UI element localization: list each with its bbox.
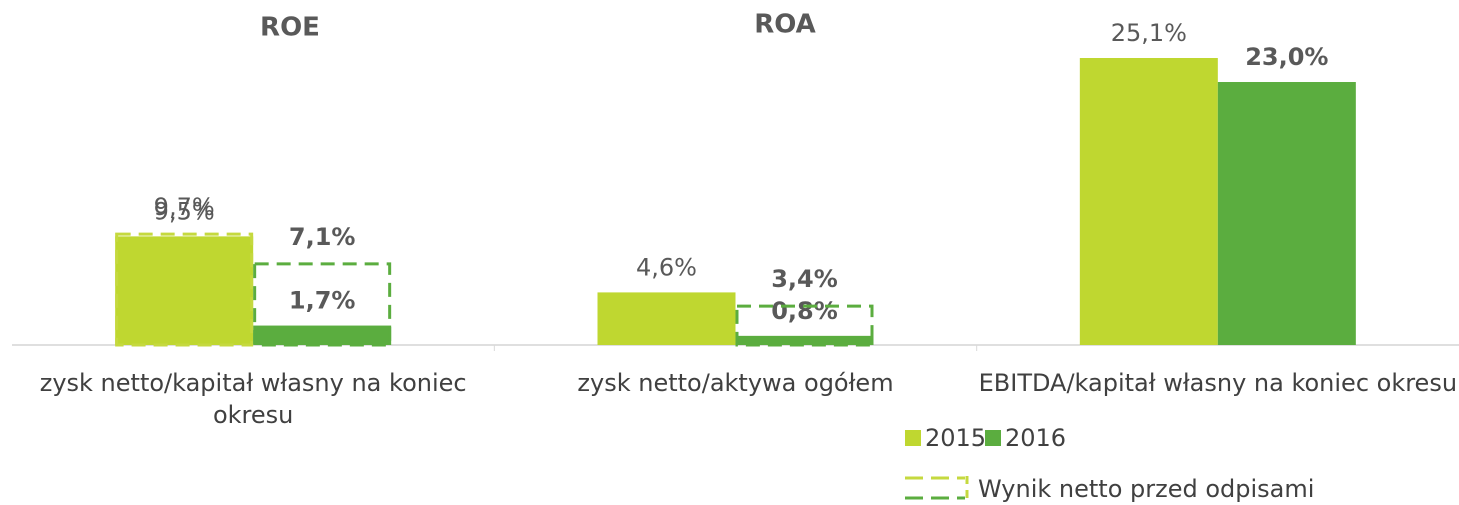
legend-label: Wynik netto przed odpisami bbox=[978, 475, 1314, 503]
annotation: ROA bbox=[754, 10, 816, 40]
value-label: 7,1% bbox=[289, 223, 356, 251]
legend-label: 2015 bbox=[925, 424, 986, 452]
dashed-bar bbox=[115, 232, 254, 347]
x-tick-label: zysk netto/kapitał własny na koniec okre… bbox=[39, 369, 467, 429]
bar bbox=[253, 325, 392, 345]
legend-swatch bbox=[985, 430, 1001, 446]
dashed-bar bbox=[253, 262, 392, 347]
x-label-box: EBITDA/kapitał własny na koniec okresu bbox=[978, 369, 1458, 397]
bar bbox=[115, 236, 254, 345]
bar bbox=[1079, 58, 1218, 345]
value-label: 3,4% bbox=[771, 265, 838, 293]
bar bbox=[597, 292, 736, 345]
value-label: 4,6% bbox=[636, 253, 697, 281]
x-tick-label: EBITDA/kapitał własny na koniec okresu bbox=[978, 369, 1458, 397]
value-label: 9,7% bbox=[154, 193, 215, 221]
value-label: 9,5% bbox=[154, 197, 215, 225]
bar bbox=[1217, 82, 1356, 345]
x-label-box: zysk netto/aktywa ogółem bbox=[577, 369, 894, 397]
dashed-bar bbox=[735, 304, 874, 347]
x-label-box: zysk netto/kapitał własny na koniec okre… bbox=[39, 369, 467, 429]
legend-swatch bbox=[905, 430, 921, 446]
bar bbox=[735, 335, 874, 345]
legend-label: 2016 bbox=[1005, 424, 1066, 452]
value-label: 23,0% bbox=[1245, 43, 1328, 71]
x-tick-label: zysk netto/aktywa ogółem bbox=[577, 369, 894, 397]
annotation: ROE bbox=[260, 13, 320, 43]
value-label: 25,1% bbox=[1111, 19, 1187, 47]
value-label: 0,8% bbox=[771, 297, 838, 325]
value-label: 1,7% bbox=[289, 287, 356, 315]
